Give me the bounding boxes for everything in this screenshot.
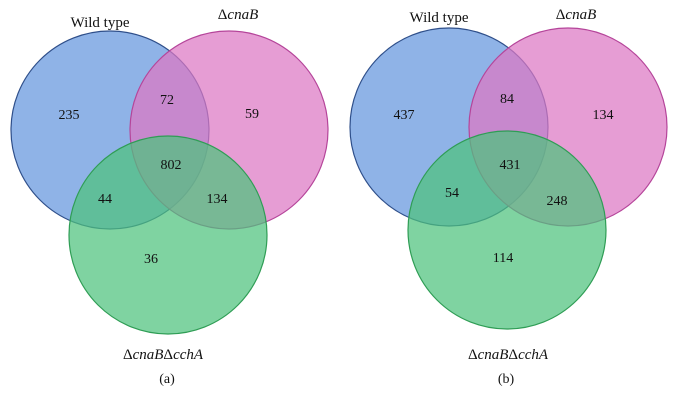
region-count-wild-type-cnab-cchA: 44 xyxy=(98,192,112,207)
region-count-cnab-cnab-cchA: 248 xyxy=(547,194,568,209)
region-count-wild-type-only: 235 xyxy=(59,108,80,123)
delta-prefix: Δ xyxy=(508,347,518,363)
set-circle-cnab-cchA xyxy=(407,130,607,330)
set-label-wild-type: Wild type xyxy=(410,10,469,26)
region-count-wild-type-cnab: 72 xyxy=(160,93,174,108)
set-label-cnab-cchA: ΔcnaBΔcchA xyxy=(123,347,204,363)
set-circle-cnab-cchA xyxy=(68,135,268,335)
region-count-cnab-cchA-only: 36 xyxy=(144,252,158,267)
set-label-cnab: ΔcnaB xyxy=(218,7,258,23)
delta-prefix: Δ xyxy=(163,347,173,363)
region-count-cnab-cchA-only: 114 xyxy=(493,251,513,266)
set-label-wild-type: Wild type xyxy=(71,15,130,31)
region-count-all-three: 431 xyxy=(500,158,521,173)
region-count-all-three: 802 xyxy=(161,158,182,173)
region-count-wild-type-cnab: 84 xyxy=(500,92,514,107)
region-count-cnab-only: 134 xyxy=(593,108,614,123)
delta-prefix: Δ xyxy=(556,7,566,23)
gene-name: cnaB xyxy=(227,7,258,23)
region-count-cnab-only: 59 xyxy=(245,107,259,122)
delta-prefix: Δ xyxy=(218,7,228,23)
region-count-wild-type-cnab-cchA: 54 xyxy=(445,186,459,201)
gene-name: cnaB xyxy=(478,347,509,363)
gene-name: cnaB xyxy=(565,7,596,23)
panel-caption: (a) xyxy=(159,372,175,387)
venn-panel-a: Wild type ΔcnaB ΔcnaBΔcchA 235 72 59 802… xyxy=(10,7,329,387)
gene-name: cnaB xyxy=(133,347,164,363)
region-count-cnab-cnab-cchA: 134 xyxy=(207,192,228,207)
gene-name: cchA xyxy=(518,347,549,363)
set-label-cnab-cchA: ΔcnaBΔcchA xyxy=(468,347,549,363)
delta-prefix: Δ xyxy=(123,347,133,363)
panel-caption: (b) xyxy=(498,372,515,387)
delta-prefix: Δ xyxy=(468,347,478,363)
set-label-cnab: ΔcnaB xyxy=(556,7,596,23)
venn-panel-b: Wild type ΔcnaB ΔcnaBΔcchA 437 84 134 43… xyxy=(349,7,668,387)
region-count-wild-type-only: 437 xyxy=(394,108,415,123)
gene-name: cchA xyxy=(173,347,204,363)
